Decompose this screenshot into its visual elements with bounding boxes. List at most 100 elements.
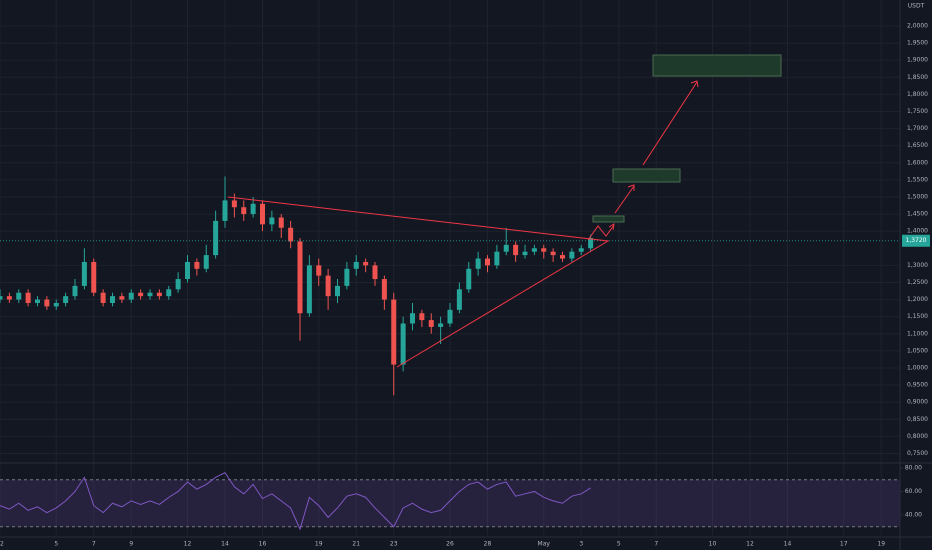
candle-body <box>400 323 406 365</box>
y-tick-label: 1,5000 <box>907 193 928 200</box>
candle-body <box>53 302 59 307</box>
candle-body <box>485 258 490 266</box>
candle-body <box>522 251 528 256</box>
candle-body <box>447 309 453 324</box>
candle-body <box>541 248 547 252</box>
candle-body <box>306 265 312 314</box>
candle-body <box>428 320 434 327</box>
y-tick-label: 1,2500 <box>907 279 928 286</box>
candle-body <box>335 285 340 297</box>
candle-body <box>128 292 134 300</box>
y-tick-label: 1,3000 <box>907 262 928 269</box>
candle-body <box>353 261 359 269</box>
candle-body <box>278 217 284 228</box>
y-tick-label: 0,7500 <box>907 450 928 457</box>
x-tick-label: 28 <box>484 541 492 548</box>
x-tick-label: 21 <box>352 541 360 548</box>
candle-body <box>16 292 22 300</box>
candle-body <box>316 265 322 276</box>
y-tick-label: 0,8500 <box>907 416 928 423</box>
grid <box>0 0 900 535</box>
candle-body <box>410 313 415 324</box>
x-tick-label: 12 <box>184 541 192 548</box>
candle-body <box>513 244 519 256</box>
x-tick-label: 5 <box>617 541 621 548</box>
candle-body <box>44 299 50 307</box>
y-tick-label: 1,9500 <box>907 40 928 47</box>
rsi-tick-label: 80.00 <box>905 464 922 471</box>
candle-body <box>503 244 509 252</box>
candle-body <box>72 285 78 297</box>
candle-body <box>588 238 594 249</box>
marks <box>0 176 900 531</box>
y-tick-label: 1,1500 <box>907 313 928 320</box>
target-box <box>592 215 625 223</box>
x-tick-label: 14 <box>221 541 229 548</box>
candle-body <box>269 217 275 225</box>
x-tick-label: 26 <box>446 541 454 548</box>
candle-body <box>456 289 462 310</box>
candle-body <box>213 220 219 256</box>
y-tick-label: 1,6000 <box>907 159 928 166</box>
candle-body <box>363 261 369 266</box>
candle-body <box>475 258 481 269</box>
current-price-label: 1,3720 <box>906 237 927 244</box>
arrow-head <box>627 184 635 191</box>
target-box <box>612 168 681 183</box>
arrow <box>642 81 698 166</box>
arrow <box>614 185 635 214</box>
y-tick-label: 1,6500 <box>907 142 928 149</box>
candle-body <box>6 296 12 300</box>
candle-body <box>166 289 172 297</box>
y-tick-label: 1,9000 <box>907 57 928 64</box>
candle-body <box>100 292 106 303</box>
candle-body <box>138 292 144 297</box>
x-tick-label: 5 <box>54 541 58 548</box>
candle-body <box>63 296 69 303</box>
y-tick-label: 1,1000 <box>907 330 928 337</box>
candle-body <box>578 248 584 252</box>
candle-body <box>241 207 247 215</box>
candle-body <box>531 248 537 252</box>
y-tick-label: 1,4500 <box>907 211 928 218</box>
y-tick-label: 0,8000 <box>907 433 928 440</box>
candle-body <box>110 296 115 303</box>
x-tick-label: 7 <box>92 541 96 548</box>
candle-body <box>419 313 425 321</box>
y-tick-label: 2,0000 <box>907 22 928 29</box>
candle-body <box>175 279 181 290</box>
candle-body <box>260 203 265 225</box>
y-tick-label: 1,4000 <box>907 228 928 235</box>
x-tick-label: 10 <box>709 541 717 548</box>
y-tick-label: 0,9500 <box>907 382 928 389</box>
candle-body <box>344 268 350 286</box>
candle-body <box>147 292 153 297</box>
candle-body <box>0 296 3 300</box>
x-tick-label: 19 <box>877 541 885 548</box>
candle-body <box>297 241 303 314</box>
candle-body <box>560 255 565 259</box>
rsi-band <box>0 479 900 527</box>
candle-body <box>231 200 237 208</box>
x-tick-label: 19 <box>315 541 323 548</box>
unit-label: USDT <box>908 3 925 10</box>
candle-body <box>438 323 444 327</box>
candle-body <box>119 296 125 300</box>
candle-body <box>494 251 500 266</box>
candle-body <box>25 292 31 303</box>
x-tick-label: 16 <box>259 541 267 548</box>
candle-body <box>250 203 256 215</box>
x-tick-label: 23 <box>390 541 398 548</box>
axis: 2,0000 1,9500 1,9000 1,8500 1,8000 1,7500 1,70… <box>0 22 930 548</box>
candle-body <box>466 268 472 290</box>
y-tick-label: 1,7000 <box>907 125 928 132</box>
y-tick-label: 1,8500 <box>907 74 928 81</box>
candle-body <box>156 292 162 297</box>
drawings <box>227 54 782 368</box>
x-tick-label: 2 <box>0 541 4 548</box>
y-tick-label: 1,5500 <box>907 176 928 183</box>
rsi-tick-label: 60.00 <box>905 488 922 495</box>
candle-body <box>325 275 331 297</box>
